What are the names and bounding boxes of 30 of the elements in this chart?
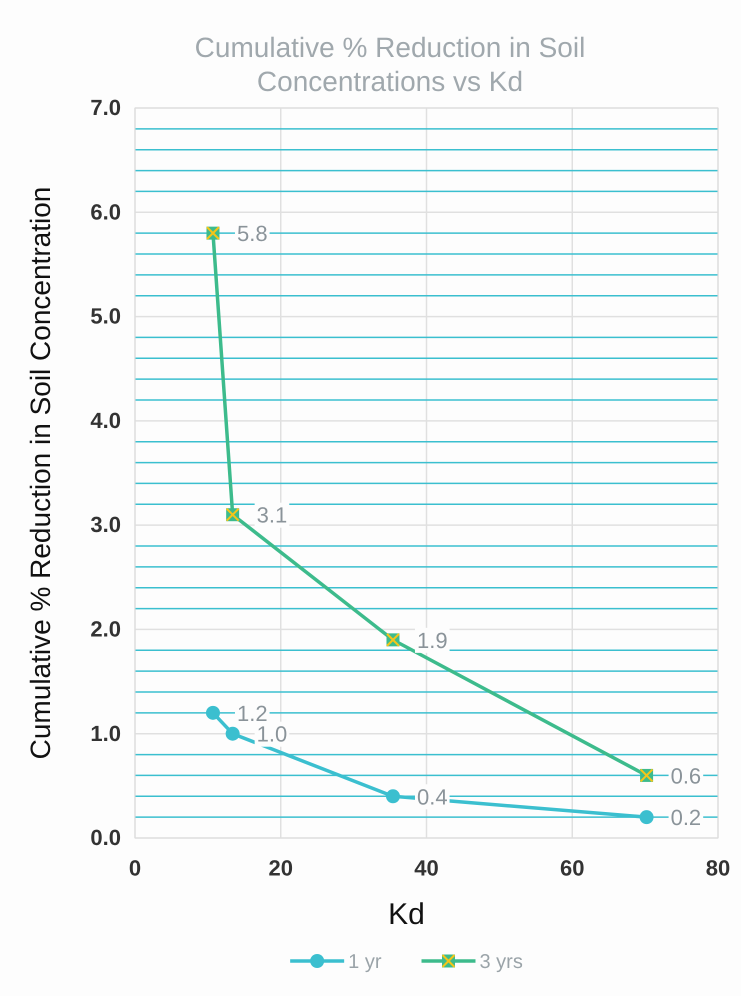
- y-tick-label: 5.0: [90, 304, 121, 329]
- data-label: 0.4: [416, 784, 448, 810]
- x-tick-label: 40: [414, 856, 439, 881]
- y-axis-title: Cumulative % Reduction in Soil Concentration: [25, 186, 56, 760]
- chart-title: Cumulative % Reduction in Soil Concentrations vs Kd: [194, 32, 586, 97]
- data-label: 1.0: [256, 722, 288, 747]
- x-tick-label: 20: [268, 856, 293, 881]
- y-tick-label: 7.0: [90, 95, 121, 120]
- x-tick-label: 0: [128, 856, 142, 881]
- x-tick-label: 80: [706, 856, 730, 881]
- legend-label: 1 yr: [348, 951, 382, 973]
- y-tick-label: 2.0: [90, 616, 121, 642]
- y-tick-label: 3.0: [90, 512, 121, 538]
- data-label: 5.8: [236, 221, 268, 246]
- y-tick-label: 4.0: [90, 408, 121, 433]
- data-label: 0.2: [670, 805, 702, 830]
- text: 0.0: [90, 825, 121, 850]
- point: [640, 810, 654, 824]
- legend-label: 3 yrs: [480, 951, 523, 973]
- data-label: 0.6: [670, 763, 702, 788]
- y-tick-label: 6.0: [90, 199, 121, 224]
- x-axis-title: Kd: [388, 898, 425, 931]
- data-label: 3.1: [256, 502, 288, 528]
- point: [226, 726, 240, 741]
- point: [206, 706, 220, 720]
- x-tick-label: 60: [560, 856, 584, 881]
- data-label: 1.9: [416, 628, 448, 653]
- point: [386, 789, 400, 804]
- data-label: 1.2: [236, 700, 268, 726]
- y-tick-label: 1.0: [90, 720, 121, 746]
